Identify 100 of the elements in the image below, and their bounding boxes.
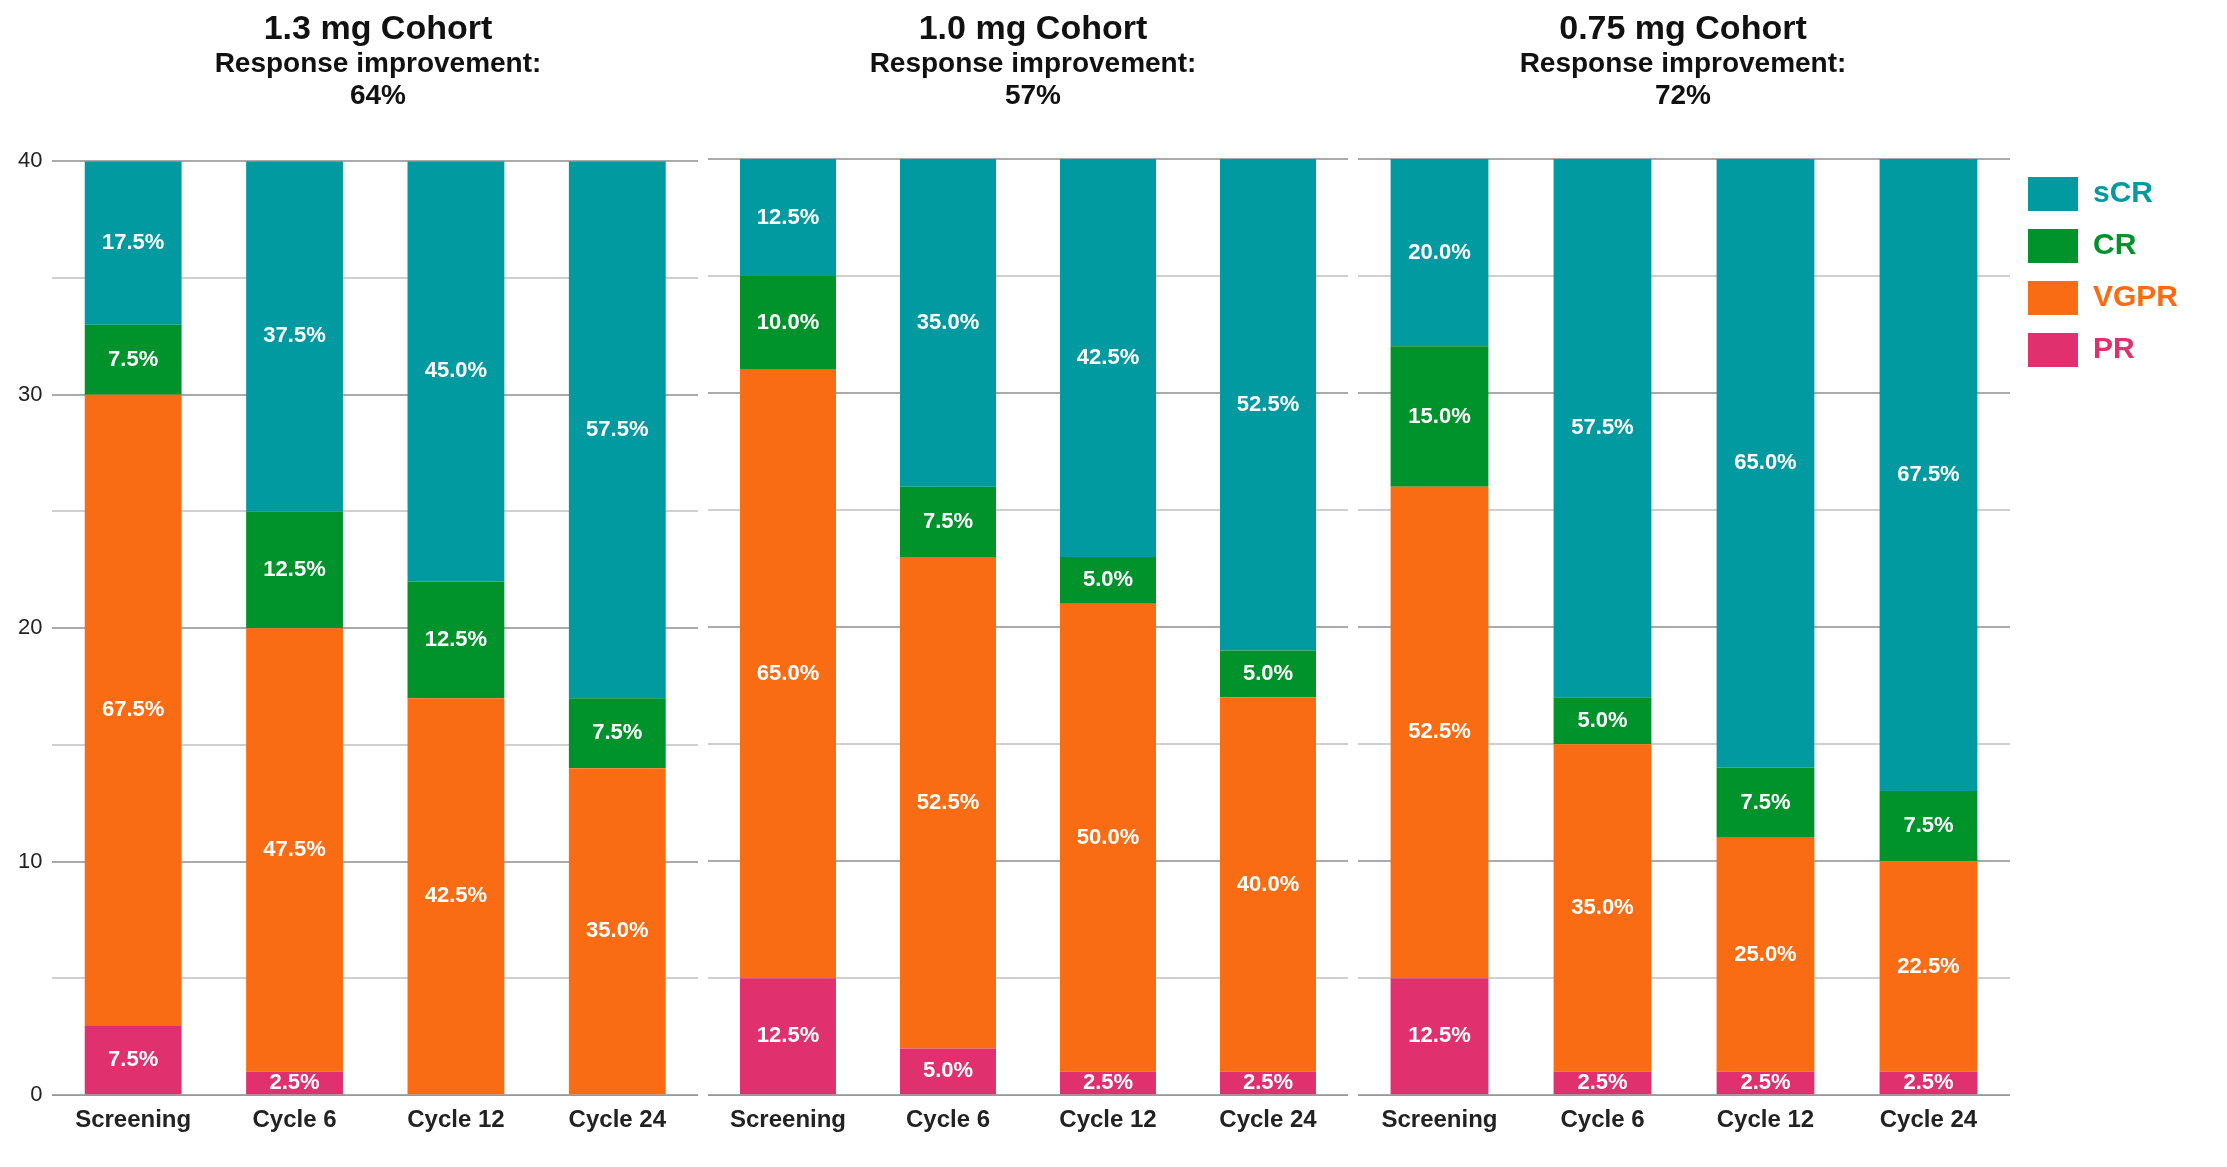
- bar: [568, 698, 666, 769]
- annotation: 50.0%: [1076, 823, 1140, 849]
- x-tick-label: Cycle 6: [905, 1105, 991, 1133]
- bar: [900, 556, 996, 1049]
- annotation: 52.5%: [916, 788, 980, 814]
- bar: [1060, 603, 1156, 1072]
- annotation: 67.5%: [101, 695, 165, 721]
- bar: [1220, 159, 1316, 651]
- annotation: 22.5%: [1897, 952, 1960, 978]
- annotation: 20.0%: [1408, 238, 1471, 264]
- annotation: 2.5%: [1740, 1069, 1791, 1095]
- annotation: 57.5%: [1571, 414, 1634, 440]
- x-tick-label: Cycle 24: [1219, 1105, 1318, 1133]
- annotation: 7.5%: [592, 719, 643, 745]
- chart-title: 1.0 mg Cohort: [917, 8, 1149, 47]
- x-tick-label: Cycle 12: [1716, 1105, 1815, 1133]
- annotation: 10.0%: [756, 308, 820, 334]
- annotation: 57.5%: [586, 415, 649, 441]
- annotation: 65.0%: [1734, 449, 1797, 475]
- bar: [84, 394, 182, 1026]
- bar: [740, 159, 836, 277]
- annotation: 5.0%: [1577, 706, 1628, 732]
- x-tick-label: Cycle 12: [1059, 1105, 1157, 1133]
- bar: [1553, 159, 1652, 698]
- annotation: 47.5%: [263, 836, 326, 862]
- annotation: 37.5%: [263, 322, 326, 348]
- x-tick-label: Screening: [729, 1105, 847, 1133]
- y-tick-label: 10: [17, 847, 43, 873]
- x-tick-label: Cycle 24: [568, 1105, 667, 1133]
- annotation: 5.0%: [922, 1057, 974, 1083]
- bar: [407, 161, 505, 582]
- annotation: 7.5%: [922, 507, 974, 533]
- bar: [740, 369, 836, 979]
- bar: [1390, 346, 1489, 487]
- annotation: 42.5%: [424, 882, 488, 908]
- annotation: 52.5%: [1408, 718, 1471, 744]
- y-tick-label: 20: [17, 614, 43, 640]
- annotation: 67.5%: [1897, 461, 1960, 487]
- annotation: 40.0%: [1236, 870, 1300, 896]
- annotation: 2.5%: [1903, 1069, 1954, 1095]
- annotation: 12.5%: [756, 1022, 820, 1048]
- bar: [1716, 767, 1815, 838]
- annotation: 12.5%: [1408, 1022, 1471, 1048]
- annotation: 7.5%: [1903, 812, 1954, 838]
- bar: [246, 628, 343, 1072]
- annotation: 7.5%: [108, 1045, 159, 1071]
- chart-subtitle: Response improvement: 64%: [213, 47, 543, 111]
- bar: [1060, 159, 1156, 557]
- bar: [1060, 556, 1156, 604]
- chart-subtitle: Response improvement: 57%: [868, 47, 1198, 111]
- annotation: 35.0%: [1571, 894, 1634, 920]
- annotation: 35.0%: [916, 308, 980, 334]
- annotation: 12.5%: [263, 555, 326, 581]
- bar: [407, 581, 505, 699]
- annotation: 12.5%: [424, 625, 488, 651]
- chart-title: 0.75 mg Cohort: [1558, 8, 1808, 47]
- annotation: 7.5%: [108, 345, 159, 371]
- bar: [246, 161, 343, 512]
- bar: [1879, 159, 1978, 791]
- annotation: 15.0%: [1408, 402, 1471, 428]
- annotation: 5.0%: [1082, 566, 1134, 592]
- legend-label: PR: [2092, 331, 2135, 365]
- bar: [1220, 697, 1316, 1072]
- bar: [568, 161, 666, 699]
- bar: [246, 511, 343, 629]
- legend-label: sCR: [2092, 175, 2154, 209]
- annotation: 52.5%: [1236, 390, 1300, 416]
- bar: [1553, 744, 1652, 1072]
- annotation: 65.0%: [756, 659, 820, 685]
- bar: [1879, 861, 1978, 1072]
- y-tick-label: 30: [17, 380, 43, 406]
- x-tick-label: Cycle 24: [1879, 1105, 1978, 1133]
- annotation: 7.5%: [1740, 788, 1791, 814]
- bar: [740, 276, 836, 370]
- y-tick-label: 40: [17, 147, 43, 173]
- bar: [900, 159, 996, 487]
- bar: [1716, 159, 1815, 768]
- bar: [740, 978, 836, 1095]
- y-tick-label: 0: [30, 1081, 43, 1107]
- annotation: 2.5%: [1082, 1069, 1134, 1095]
- legend-label: VGPR: [2092, 279, 2179, 313]
- bar: [1553, 697, 1652, 745]
- legend-label: CR: [2092, 227, 2137, 261]
- x-tick-label: Screening: [1381, 1105, 1498, 1133]
- annotation: 2.5%: [1577, 1069, 1628, 1095]
- chart-subtitle: Response improvement: 72%: [1518, 47, 1848, 111]
- bar: [1390, 159, 1489, 347]
- annotation: 35.0%: [586, 917, 649, 943]
- annotation: 2.5%: [269, 1069, 320, 1095]
- annotation: 12.5%: [756, 203, 820, 229]
- annotation: 25.0%: [1734, 940, 1797, 966]
- x-tick-label: Cycle 12: [407, 1105, 505, 1133]
- annotation: 17.5%: [101, 228, 165, 254]
- annotation: 5.0%: [1242, 659, 1294, 685]
- bar: [900, 1048, 996, 1095]
- annotation: 42.5%: [1076, 344, 1140, 370]
- bar: [84, 1025, 182, 1095]
- x-tick-label: Cycle 6: [1560, 1105, 1645, 1133]
- bar: [407, 698, 505, 1095]
- bar: [568, 768, 666, 1095]
